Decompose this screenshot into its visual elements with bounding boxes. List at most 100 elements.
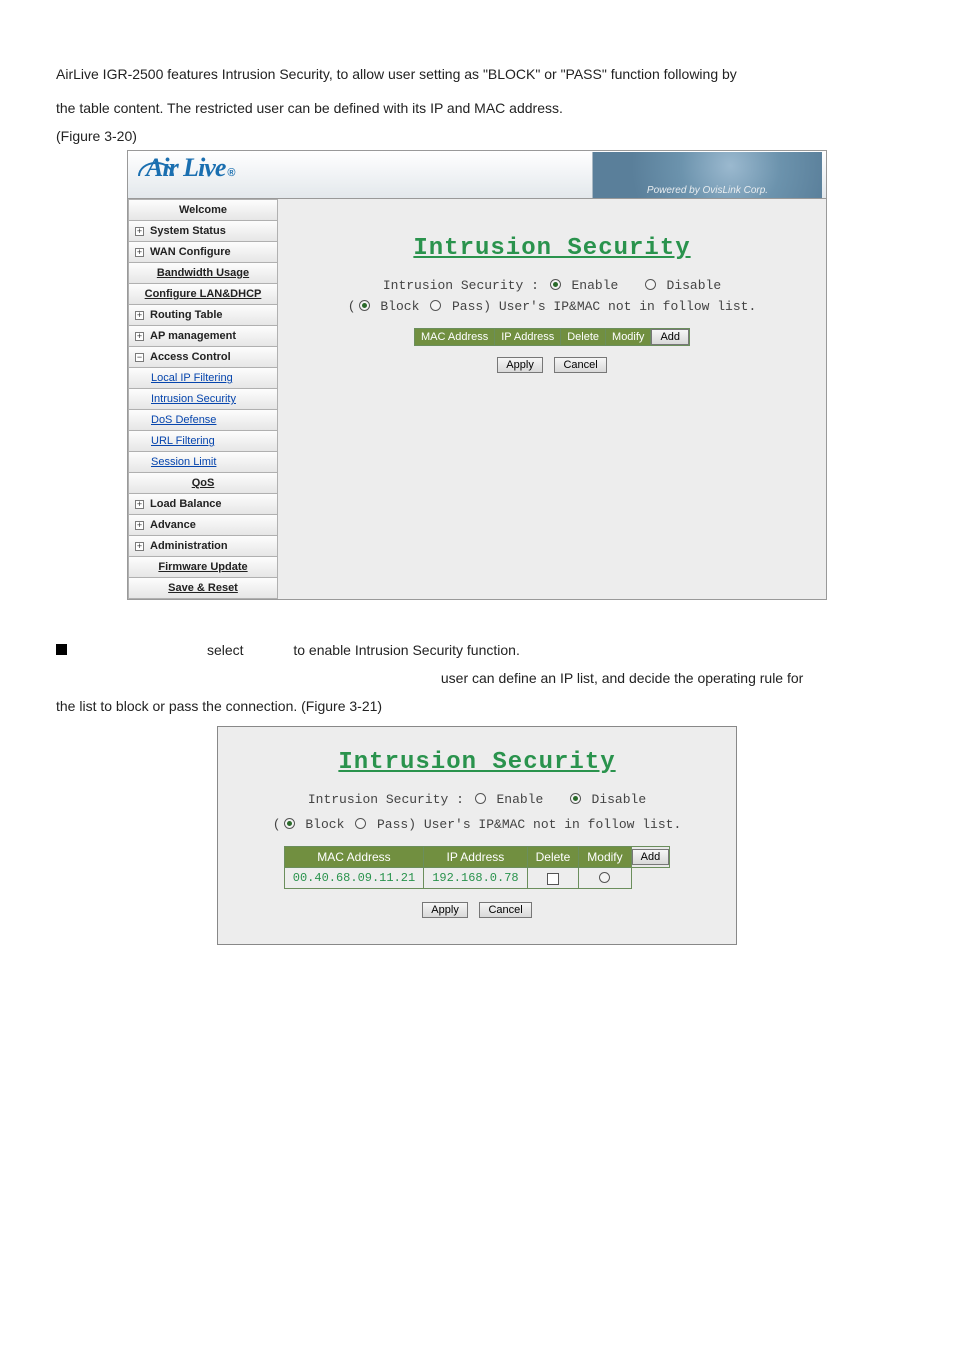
bullet-square-icon [56, 644, 67, 655]
expand-icon[interactable]: + [135, 311, 144, 320]
sidebar-label: Routing Table [150, 309, 223, 321]
label-enable: Enable [572, 278, 619, 293]
col-modify: Modify [579, 847, 631, 868]
label-disable: Disable [667, 278, 722, 293]
sidebar-item-access-control[interactable]: − Access Control [128, 347, 278, 368]
sidebar-subitem-session-limit[interactable]: Session Limit [128, 452, 278, 473]
cancel-button[interactable]: Cancel [554, 357, 606, 373]
screenshot-1: Air Live ® Powered by OvisLink Corp. Wel… [127, 150, 827, 600]
label-block: Block [380, 299, 419, 314]
expand-icon[interactable]: + [135, 521, 144, 530]
radio-disable-2[interactable] [570, 793, 581, 804]
sidebar-item-welcome[interactable]: Welcome [128, 199, 278, 221]
col-delete: Delete [527, 847, 579, 868]
sidebar-label: Load Balance [150, 498, 222, 510]
intro-line-1: AirLive IGR-2500 features Intrusion Secu… [56, 60, 898, 88]
mid-seg-select: select [207, 642, 244, 658]
label-intrusion-security: Intrusion Security : [383, 278, 539, 293]
sidebar-item-administration[interactable]: + Administration [128, 536, 278, 557]
sidebar-label: AP management [150, 330, 236, 342]
content-panel: Intrusion Security Intrusion Security : … [278, 199, 826, 599]
add-button[interactable]: Add [651, 329, 689, 345]
sidebar-label: Welcome [179, 204, 227, 216]
col-ip-address: IP Address [495, 329, 561, 346]
mid-seg-define: user can define an IP list, and decide t… [441, 670, 803, 686]
label-enable-2: Enable [497, 792, 544, 807]
label-pass: Pass [452, 299, 483, 314]
sidebar-subitem-intrusion-security[interactable]: Intrusion Security [128, 389, 278, 410]
sidebar-subitem-local-ip-filtering[interactable]: Local IP Filtering [128, 368, 278, 389]
table-header-row: MAC Address IP Address Delete Modify Add [284, 847, 669, 868]
sidebar-subitem-url-filtering[interactable]: URL Filtering [128, 431, 278, 452]
banner: Air Live ® Powered by OvisLink Corp. [128, 151, 826, 199]
intrusion-security-toggle-row-2: Intrusion Security : Enable Disable [240, 792, 714, 807]
sidebar-item-firmware-update[interactable]: Firmware Update [128, 557, 278, 578]
screenshot-2: Intrusion Security Intrusion Security : … [217, 726, 737, 945]
sidebar-item-system-status[interactable]: + System Status [128, 221, 278, 242]
delete-checkbox[interactable] [547, 873, 559, 885]
ip-mac-table-2: MAC Address IP Address Delete Modify Add… [284, 846, 670, 889]
radio-pass-2[interactable] [355, 818, 366, 829]
collapse-icon[interactable]: − [135, 353, 144, 362]
expand-icon[interactable]: + [135, 227, 144, 236]
sidebar-label: QoS [192, 477, 215, 489]
label-pass-2: Pass [377, 817, 408, 832]
sidebar-label: Access Control [150, 351, 231, 363]
radio-enable-2[interactable] [475, 793, 486, 804]
list-note-suffix-2: ) User's IP&MAC not in follow list. [408, 817, 681, 832]
logo-text: Air Live [146, 153, 225, 183]
sidebar-label: System Status [150, 225, 226, 237]
sidebar-label: Bandwidth Usage [157, 267, 249, 279]
intro-line-2: the table content. The restricted user c… [56, 94, 898, 122]
label-intrusion-security-2: Intrusion Security : [308, 792, 464, 807]
button-row-2: Apply Cancel [240, 901, 714, 918]
intrusion-security-toggle-row: Intrusion Security : Enable Disable [296, 278, 808, 293]
logo-registered-icon: ® [227, 167, 235, 179]
add-button-2[interactable]: Add [632, 849, 670, 865]
apply-button-2[interactable]: Apply [422, 902, 468, 918]
radio-disable[interactable] [645, 279, 656, 290]
sidebar-label: Save & Reset [168, 582, 238, 594]
sidebar-label: WAN Configure [150, 246, 231, 258]
banner-powered-by: Powered by OvisLink Corp. [592, 152, 822, 198]
expand-icon[interactable]: + [135, 500, 144, 509]
modify-radio[interactable] [599, 872, 610, 883]
sidebar-subitem-dos-defense[interactable]: DoS Defense [128, 410, 278, 431]
add-cell: Add [651, 329, 690, 346]
sidebar-item-bandwidth-usage[interactable]: Bandwidth Usage [128, 263, 278, 284]
col-modify: Modify [606, 329, 651, 346]
sidebar-item-qos[interactable]: QoS [128, 473, 278, 494]
sidebar-item-routing-table[interactable]: + Routing Table [128, 305, 278, 326]
expand-icon[interactable]: + [135, 248, 144, 257]
expand-icon[interactable]: + [135, 542, 144, 551]
radio-block-2[interactable] [284, 818, 295, 829]
expand-icon[interactable]: + [135, 332, 144, 341]
list-note-suffix: ) User's IP&MAC not in follow list. [483, 299, 756, 314]
page-title: Intrusion Security [296, 235, 808, 262]
radio-enable[interactable] [550, 279, 561, 290]
sidebar-item-save-reset[interactable]: Save & Reset [128, 578, 278, 599]
col-mac-address: MAC Address [284, 847, 423, 868]
bullet-row: select to enable Intrusion Security func… [56, 636, 898, 692]
cancel-button-2[interactable]: Cancel [479, 902, 531, 918]
sidebar-item-wan-configure[interactable]: + WAN Configure [128, 242, 278, 263]
col-delete: Delete [561, 329, 606, 346]
radio-block[interactable] [359, 300, 370, 311]
sidebar-item-load-balance[interactable]: + Load Balance [128, 494, 278, 515]
logo: Air Live ® [138, 153, 235, 196]
radio-pass[interactable] [430, 300, 441, 311]
table-header-row: MAC Address IP Address Delete Modify Add [414, 329, 689, 346]
ip-mac-table: MAC Address IP Address Delete Modify Add [414, 328, 690, 346]
cell-mac: 00.40.68.09.11.21 [284, 868, 423, 889]
table-row: 00.40.68.09.11.21 192.168.0.78 [284, 868, 669, 889]
sidebar-label: Configure LAN&DHCP [145, 288, 262, 300]
mid-seg-rule: the list to block or pass the connection… [56, 692, 898, 720]
sidebar-item-configure-lan-dhcp[interactable]: Configure LAN&DHCP [128, 284, 278, 305]
sidebar-item-ap-management[interactable]: + AP management [128, 326, 278, 347]
col-mac-address: MAC Address [414, 329, 494, 346]
button-row: Apply Cancel [296, 356, 808, 373]
cell-modify [579, 868, 631, 889]
apply-button[interactable]: Apply [497, 357, 543, 373]
sidebar-label: Advance [150, 519, 196, 531]
sidebar-item-advance[interactable]: + Advance [128, 515, 278, 536]
